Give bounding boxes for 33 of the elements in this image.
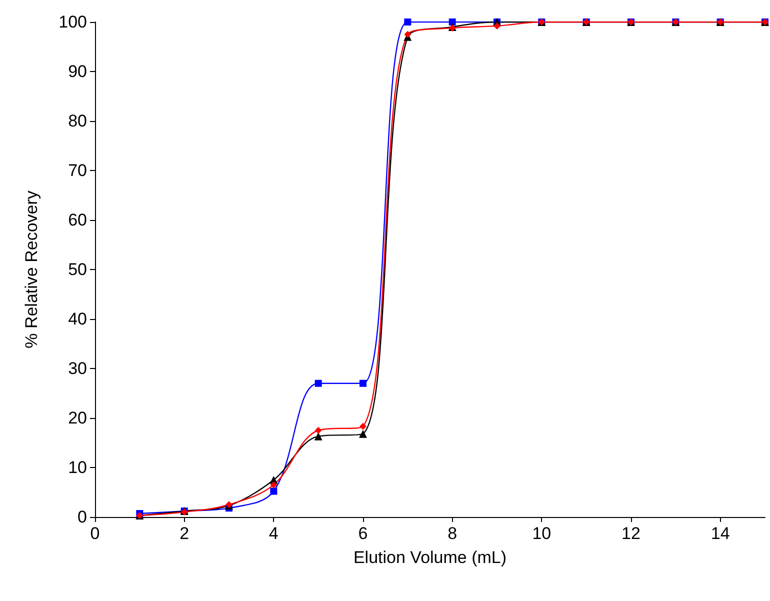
point bbox=[494, 22, 500, 30]
y-tick-label: 60 bbox=[68, 210, 87, 230]
y-tick-label: 90 bbox=[68, 62, 87, 81]
point bbox=[360, 380, 366, 387]
x-tick-label: 8 bbox=[448, 524, 458, 543]
y-tick-label: 50 bbox=[68, 260, 87, 279]
point bbox=[314, 426, 322, 434]
x-axis-title: Elution Volume (mL) bbox=[353, 548, 507, 567]
y-tick-label: 0 bbox=[78, 508, 87, 526]
point bbox=[270, 481, 278, 488]
x-tick-label: 4 bbox=[268, 524, 278, 543]
y-tick-label: 70 bbox=[68, 161, 87, 180]
x-tick-label: 14 bbox=[710, 524, 730, 543]
y-tick-label: 30 bbox=[68, 359, 87, 378]
point bbox=[314, 432, 322, 440]
y-tick-label: 40 bbox=[68, 310, 87, 328]
x-tick-label: 10 bbox=[532, 524, 552, 543]
y-tick-label: 20 bbox=[68, 408, 87, 428]
point bbox=[359, 430, 367, 438]
point bbox=[404, 30, 412, 38]
y-tick-label: 100 bbox=[58, 12, 87, 32]
x-tick-label: 2 bbox=[180, 524, 190, 543]
y-axis-title: % Relative Recovery bbox=[22, 190, 41, 348]
x-tick-label: 12 bbox=[622, 524, 640, 543]
y-tick-label: 80 bbox=[68, 112, 87, 130]
point bbox=[314, 380, 322, 387]
y-tick-label: 10 bbox=[68, 458, 87, 477]
x-tick-label: 6 bbox=[358, 524, 368, 543]
point bbox=[448, 18, 456, 26]
x-tick-label: 0 bbox=[90, 524, 100, 543]
point bbox=[270, 488, 278, 495]
point bbox=[360, 422, 366, 430]
point bbox=[404, 18, 412, 26]
